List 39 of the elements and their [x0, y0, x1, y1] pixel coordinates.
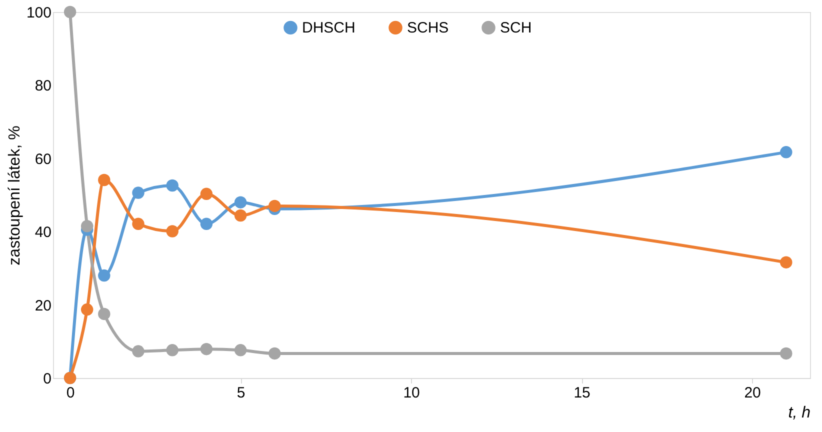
y-tick-label: 20	[34, 297, 52, 314]
point	[234, 196, 247, 208]
x-tick-label: 5	[236, 384, 246, 402]
point	[64, 6, 76, 18]
point	[200, 218, 213, 230]
x-axis-title: t, h	[788, 404, 811, 422]
y-axis-title: zastoupení látek, %	[6, 126, 24, 266]
x-tick-label: 20	[744, 384, 761, 402]
point	[166, 225, 178, 238]
y-tick-label: 80	[34, 78, 52, 95]
point	[80, 303, 94, 316]
point	[780, 347, 792, 360]
point	[268, 200, 281, 212]
point	[132, 218, 144, 230]
point	[98, 269, 110, 282]
y-tick-label: 40	[34, 224, 52, 242]
legend-label: SCHS	[407, 20, 449, 37]
point	[780, 256, 792, 268]
legend-label: SCH	[500, 20, 532, 37]
point	[234, 209, 247, 222]
x-tick-label: 10	[403, 384, 420, 402]
x-tick-label: 15	[574, 384, 590, 402]
point	[80, 220, 94, 232]
point	[132, 345, 144, 358]
point	[200, 342, 213, 356]
point	[132, 186, 144, 199]
y-tick-label: 100	[26, 4, 52, 22]
point	[200, 188, 213, 200]
y-tick-label: 60	[34, 150, 52, 168]
x-tick-label: 0	[66, 384, 75, 402]
legend-label: DHSCH	[302, 20, 356, 37]
point	[234, 344, 247, 356]
point	[780, 146, 792, 158]
point	[268, 347, 281, 360]
y-tick-label: 0	[43, 370, 52, 388]
point	[166, 179, 178, 192]
point	[166, 344, 178, 356]
point	[98, 308, 110, 320]
point	[98, 174, 110, 186]
